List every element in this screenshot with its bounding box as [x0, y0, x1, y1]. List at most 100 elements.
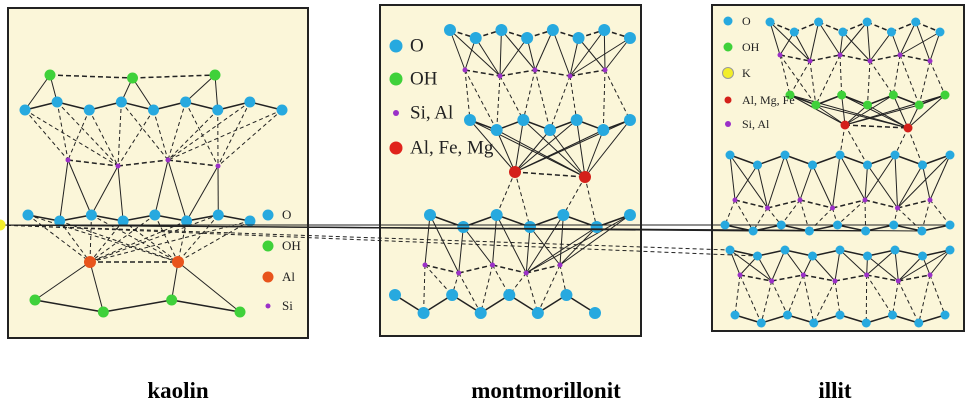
atom	[861, 227, 870, 236]
atom	[216, 164, 221, 169]
atom	[558, 263, 563, 268]
legend-label: OH	[742, 40, 760, 54]
atom	[749, 227, 758, 236]
atom	[533, 68, 538, 73]
atom	[66, 158, 71, 163]
atom	[166, 295, 177, 306]
legend-dot	[390, 40, 403, 53]
legend-label: Si, Al	[410, 102, 453, 123]
legend-dot	[725, 121, 731, 127]
legend-label: O	[282, 207, 291, 222]
atom	[557, 209, 569, 221]
atom	[84, 105, 95, 116]
atom	[778, 53, 783, 58]
atom	[837, 91, 846, 100]
legend-dot	[390, 73, 403, 86]
atom	[781, 151, 790, 160]
page: O OH Al Si O OH Si, Al Al, Fe, Mg O OH K…	[0, 0, 966, 412]
atom	[721, 221, 730, 230]
atom	[149, 210, 160, 221]
atom	[544, 124, 556, 136]
atom	[836, 246, 845, 255]
atom	[838, 53, 843, 58]
atom	[777, 221, 786, 230]
legend-dot	[393, 110, 399, 116]
atom	[389, 289, 401, 301]
atom	[733, 198, 738, 203]
atom	[936, 28, 945, 37]
atom	[841, 121, 850, 130]
atom	[889, 91, 898, 100]
atom	[235, 307, 246, 318]
atom	[863, 198, 868, 203]
atom	[30, 295, 41, 306]
atom	[928, 273, 933, 278]
atom	[424, 209, 436, 221]
atom	[808, 59, 813, 64]
atom	[212, 105, 223, 116]
atom	[524, 271, 529, 276]
atom	[765, 206, 770, 211]
atom	[941, 311, 950, 320]
atom	[579, 171, 591, 183]
atom	[521, 32, 533, 44]
atom	[738, 273, 743, 278]
atom	[798, 198, 803, 203]
atom	[862, 319, 871, 328]
atom	[532, 307, 544, 319]
atom	[946, 221, 955, 230]
atom	[904, 124, 913, 133]
legend-dot	[723, 68, 734, 79]
atom	[166, 158, 171, 163]
atom	[475, 307, 487, 319]
atom	[805, 227, 814, 236]
atom	[836, 311, 845, 320]
legend-label: Si	[282, 298, 293, 313]
atom	[726, 246, 735, 255]
atom	[547, 24, 559, 36]
atom	[517, 114, 529, 126]
atom	[801, 273, 806, 278]
atom	[918, 161, 927, 170]
atom	[503, 289, 515, 301]
atom	[946, 246, 955, 255]
atom	[863, 101, 872, 110]
legend-label: Al	[282, 269, 295, 284]
atom	[98, 307, 109, 318]
atom	[946, 151, 955, 160]
legend-dot	[724, 43, 733, 52]
legend-label: OH	[410, 68, 438, 89]
atom	[917, 227, 926, 236]
atom	[418, 307, 430, 319]
caption: kaolin	[147, 378, 209, 403]
legend-label: Al, Mg, Fe	[742, 93, 795, 107]
atom	[0, 220, 6, 231]
atom	[116, 97, 127, 108]
atom	[864, 273, 869, 278]
atom	[464, 114, 476, 126]
atom	[753, 252, 762, 261]
atom	[277, 105, 288, 116]
atom	[463, 68, 468, 73]
atom	[783, 311, 792, 320]
atom	[524, 221, 536, 233]
atom	[790, 28, 799, 37]
legend-dot	[263, 210, 274, 221]
legend-label: O	[742, 14, 751, 28]
atom	[568, 74, 573, 79]
atom	[213, 210, 224, 221]
atom	[446, 289, 458, 301]
atom	[928, 198, 933, 203]
atom	[731, 311, 740, 320]
atom	[914, 319, 923, 328]
atom	[911, 18, 920, 27]
atom	[624, 32, 636, 44]
atom	[809, 319, 818, 328]
legend-dot	[725, 97, 732, 104]
atom	[888, 311, 897, 320]
atom	[769, 279, 774, 284]
atom	[624, 209, 636, 221]
atom	[210, 70, 221, 81]
atom	[757, 319, 766, 328]
atom	[811, 101, 820, 110]
